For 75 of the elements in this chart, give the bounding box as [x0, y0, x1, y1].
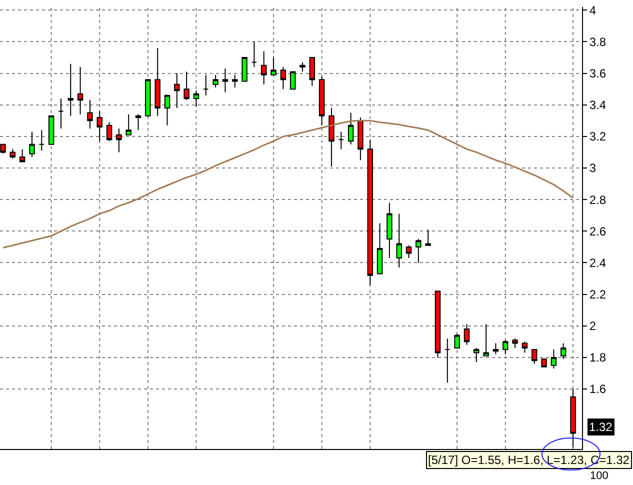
- candlestick: [270, 57, 276, 76]
- candlestick: [560, 342, 566, 360]
- y-tick-label: 3.4: [589, 98, 606, 112]
- candlestick: [19, 148, 26, 162]
- candlestick: [416, 238, 422, 264]
- candlestick: [492, 342, 499, 355]
- candlestick: [502, 340, 508, 355]
- candlestick: [164, 94, 170, 126]
- y-tick-label: 1.8: [589, 350, 606, 365]
- candlestick: [0, 144, 6, 154]
- candlestick: [328, 108, 334, 167]
- candlestick: [367, 139, 373, 286]
- candlestick: [126, 114, 132, 136]
- y-tick-label: 3.8: [589, 34, 606, 49]
- candlestick: [116, 128, 122, 153]
- candlestick: [474, 347, 480, 363]
- line-series: [2, 120, 574, 248]
- candlestick: [532, 349, 538, 364]
- y-tick-label: 4: [589, 3, 596, 18]
- candlestick: [77, 66, 84, 115]
- candlestick: [386, 202, 392, 258]
- y-tick-label: 3: [589, 161, 596, 176]
- candlestick: [184, 71, 190, 101]
- candlestick: [193, 90, 200, 107]
- y-tick-label: 2.6: [589, 224, 606, 238]
- y-tick-label: 3.2: [589, 130, 606, 144]
- candlestick: [376, 222, 383, 274]
- candlestick: [48, 115, 54, 145]
- candlestick: [444, 338, 450, 384]
- y-tick-label: 3.6: [589, 66, 606, 80]
- candlestick: [251, 41, 258, 68]
- candlestick: [522, 341, 528, 354]
- candlestick: [135, 114, 142, 131]
- candlestick: [96, 110, 102, 142]
- candlestick: [318, 76, 325, 126]
- candlestick: [338, 131, 344, 150]
- y-tick-label: 2.4: [589, 256, 606, 270]
- y-tick-label: 2.2: [589, 288, 606, 302]
- candlestick: [425, 229, 431, 246]
- candlestick: [290, 71, 296, 90]
- candlestick: [406, 244, 412, 258]
- y-tick-label: 2: [589, 319, 596, 334]
- candlestick: [550, 349, 557, 369]
- candlestick: [212, 74, 218, 88]
- candlestick: [358, 117, 364, 161]
- candlestick: [512, 338, 518, 348]
- candlestick: [280, 66, 286, 90]
- candlestick: [464, 324, 470, 346]
- text: 100: [590, 470, 608, 482]
- candlestick: [58, 98, 64, 130]
- candlestick: [222, 68, 228, 93]
- candlestick: [174, 72, 180, 109]
- y-tick-label: 1.6: [589, 382, 606, 396]
- candlestick: [396, 213, 402, 268]
- candlestick: [10, 148, 16, 160]
- candlestick: [29, 131, 35, 158]
- candlestick: [232, 74, 238, 88]
- candlestick: [434, 290, 441, 358]
- candlestick: [541, 358, 547, 368]
- candlestick: [300, 62, 306, 72]
- candlestick: [242, 57, 248, 82]
- candlestick: [106, 122, 112, 142]
- candlestick: [309, 57, 316, 86]
- y-tick-label: 2.8: [589, 192, 606, 207]
- candlestick: [145, 79, 151, 116]
- text: 1.32: [589, 420, 613, 434]
- candlestick: [260, 50, 267, 85]
- candlestick: [348, 112, 354, 145]
- candlestick: [154, 48, 160, 116]
- candlestick: [87, 100, 93, 130]
- candlestick: [483, 324, 489, 356]
- candlestick: [68, 63, 74, 116]
- candlestick: [38, 130, 45, 152]
- candlestick: [454, 333, 460, 348]
- candlestick: [203, 74, 209, 96]
